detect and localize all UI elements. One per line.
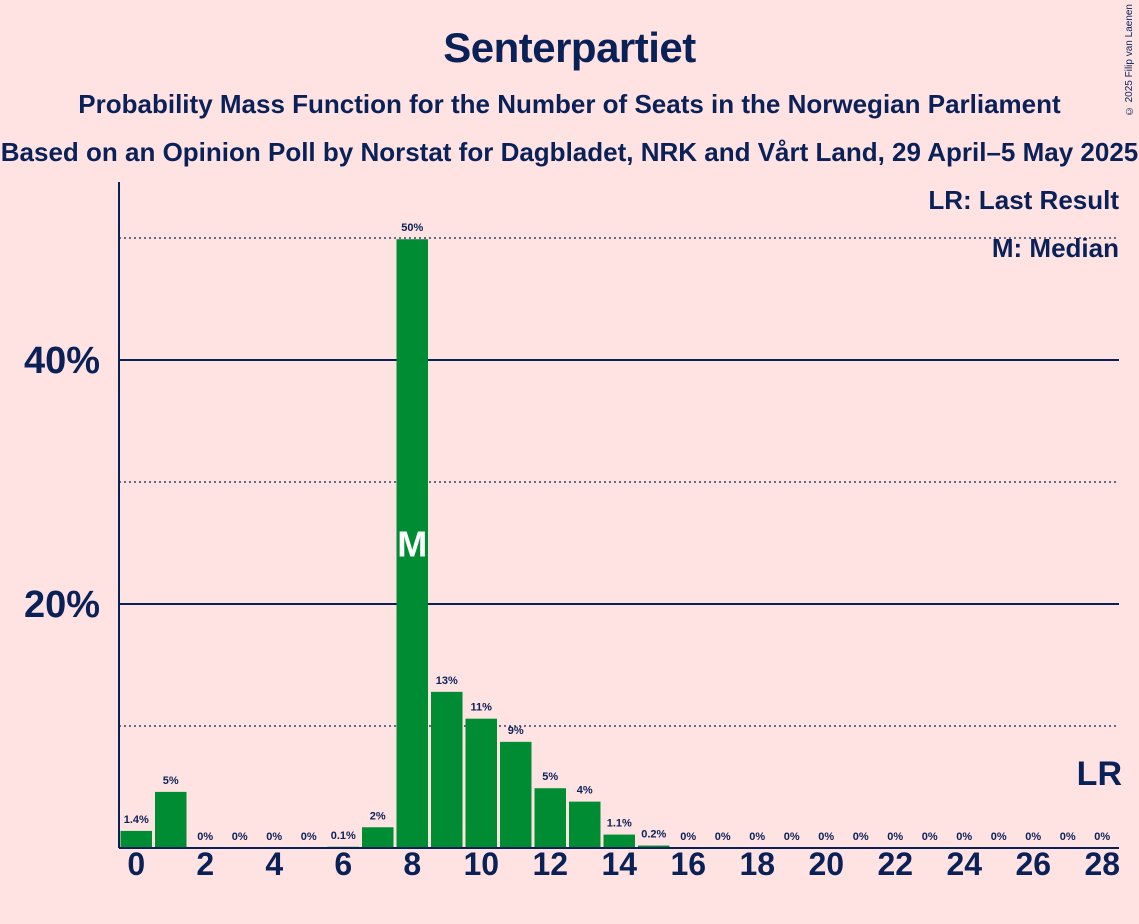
bar-value-label: 50% — [401, 222, 423, 234]
bar-value-label: 11% — [471, 702, 493, 714]
bar-value-label: 0% — [197, 831, 213, 843]
last-result-marker: LR — [1077, 755, 1122, 793]
bar-value-label: 0% — [991, 831, 1007, 843]
bar-value-label: 0% — [715, 831, 731, 843]
x-tick-label: 12 — [532, 846, 568, 882]
bar-seat-14 — [603, 834, 635, 848]
bar-value-label: 0% — [956, 831, 972, 843]
chart-subtitle: Probability Mass Function for the Number… — [78, 89, 1061, 119]
bar-seat-12 — [534, 788, 566, 848]
median-marker: M — [397, 524, 427, 565]
x-tick-label: 2 — [196, 846, 214, 882]
bar-value-label: 0% — [266, 831, 282, 843]
x-tick-label: 4 — [265, 846, 283, 882]
bar-seat-13 — [569, 801, 601, 848]
x-tick-label: 24 — [946, 846, 982, 882]
bar-seat-8 — [396, 239, 428, 849]
bar-value-label: 0.2% — [641, 829, 666, 841]
bar-value-label: 0.1% — [331, 830, 356, 842]
bar-value-label: 0% — [853, 831, 869, 843]
bar-seat-11 — [500, 741, 532, 848]
bar-seat-15 — [638, 845, 670, 848]
bar-value-label: 2% — [370, 810, 386, 822]
bar-value-label: 0% — [749, 831, 765, 843]
bar-value-label: 0% — [818, 831, 834, 843]
x-tick-label: 10 — [463, 846, 499, 882]
bar-value-label: 9% — [508, 725, 524, 737]
x-tick-label: 16 — [670, 846, 706, 882]
bar-value-label: 0% — [680, 831, 696, 843]
x-tick-label: 8 — [403, 846, 421, 882]
x-tick-label: 14 — [601, 846, 637, 882]
x-tick-label: 26 — [1015, 846, 1051, 882]
bar-value-label: 0% — [922, 831, 938, 843]
bar-value-label: 0% — [1094, 831, 1110, 843]
bar-value-label: 0% — [232, 831, 248, 843]
legend-median: M: Median — [991, 233, 1119, 263]
x-tick-label: 6 — [334, 846, 352, 882]
x-tick-label: 28 — [1084, 846, 1120, 882]
bar-seat-10 — [465, 718, 497, 848]
chart-title: Senterpartiet — [443, 24, 696, 71]
bar-seat-9 — [431, 691, 463, 848]
bar-value-label: 1.1% — [607, 818, 632, 830]
x-tick-label: 18 — [739, 846, 775, 882]
bar-seat-0 — [120, 830, 152, 848]
bar-value-label: 5% — [542, 771, 558, 783]
x-tick-label: 20 — [808, 846, 844, 882]
y-tick-label: 20% — [24, 584, 100, 626]
bar-value-label: 5% — [163, 775, 179, 787]
bar-value-label: 13% — [436, 675, 458, 687]
x-tick-label: 22 — [877, 846, 913, 882]
chart-source-subtitle: Based on an Opinion Poll by Norstat for … — [0, 137, 1139, 167]
bar-value-label: 0% — [784, 831, 800, 843]
bar-value-label: 0% — [1060, 831, 1076, 843]
bar-value-label: 0% — [1025, 831, 1041, 843]
bar-value-label: 0% — [887, 831, 903, 843]
bar-value-label: 1.4% — [124, 814, 149, 826]
bar-value-label: 0% — [301, 831, 317, 843]
bar-seat-7 — [362, 827, 394, 848]
y-tick-label: 40% — [24, 340, 100, 382]
legend-last-result: LR: Last Result — [928, 185, 1119, 215]
bar-seat-1 — [155, 791, 187, 848]
bar-value-label: 4% — [577, 785, 593, 797]
x-tick-label: 0 — [127, 846, 145, 882]
